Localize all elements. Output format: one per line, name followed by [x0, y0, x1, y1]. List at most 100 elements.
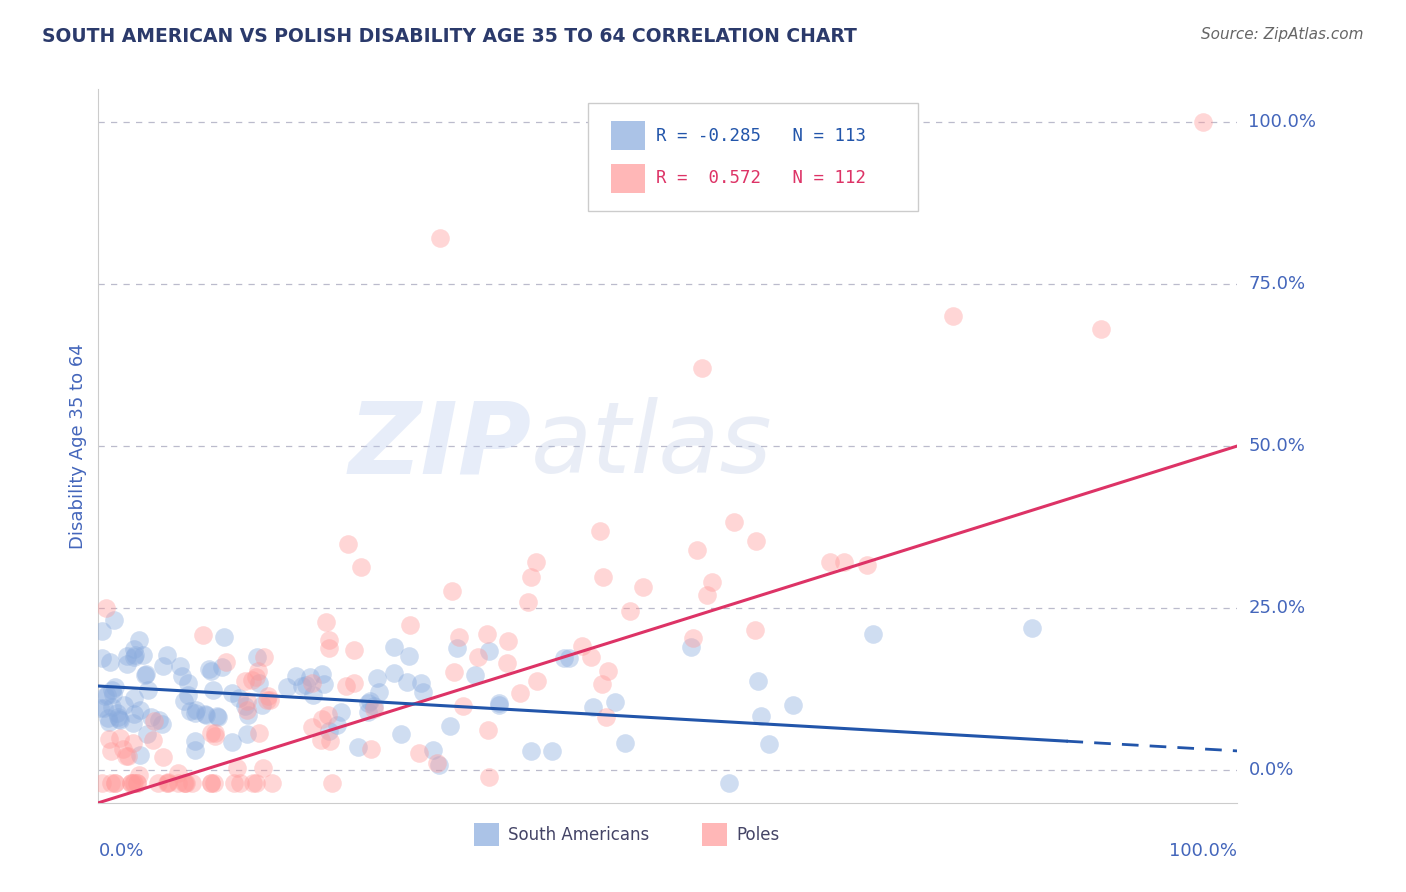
Point	[181, 776, 204, 790]
Point	[451, 698, 474, 713]
Point	[285, 669, 308, 683]
Point	[253, 649, 276, 664]
Point	[477, 723, 499, 737]
Point	[357, 697, 380, 711]
FancyBboxPatch shape	[588, 103, 918, 211]
Point	[128, 633, 150, 648]
Point	[176, 776, 198, 790]
Text: SOUTH AMERICAN VS POLISH DISABILITY AGE 35 TO 64 CORRELATION CHART: SOUTH AMERICAN VS POLISH DISABILITY AGE …	[42, 27, 858, 45]
Point	[122, 776, 145, 790]
Point	[91, 624, 114, 639]
Point	[200, 665, 222, 679]
Point	[117, 749, 139, 764]
Point	[212, 630, 235, 644]
Point	[631, 580, 654, 594]
Point	[591, 677, 613, 691]
Point	[104, 776, 127, 790]
Point	[520, 569, 543, 583]
Point	[142, 733, 165, 747]
Point	[107, 710, 129, 724]
Point	[335, 679, 357, 693]
Point	[205, 709, 228, 723]
Point	[100, 776, 122, 790]
FancyBboxPatch shape	[612, 164, 645, 193]
Point	[747, 674, 769, 689]
Point	[226, 761, 249, 775]
Point	[236, 727, 259, 741]
Point	[553, 651, 575, 665]
Point	[301, 675, 323, 690]
Point	[318, 724, 340, 739]
Point	[247, 726, 270, 740]
Point	[198, 662, 221, 676]
Point	[202, 682, 225, 697]
Point	[157, 775, 180, 789]
Point	[115, 657, 138, 672]
Point	[321, 776, 343, 790]
Point	[856, 558, 879, 572]
Point	[588, 524, 610, 538]
Point	[166, 776, 188, 790]
Point	[127, 776, 149, 790]
Point	[443, 665, 465, 679]
Point	[318, 633, 340, 648]
Point	[441, 584, 464, 599]
Point	[172, 669, 194, 683]
Point	[467, 650, 489, 665]
Point	[582, 700, 605, 714]
Point	[496, 656, 519, 670]
Point	[302, 688, 325, 702]
Text: 25.0%: 25.0%	[1249, 599, 1306, 617]
Point	[690, 361, 713, 376]
Point	[314, 677, 336, 691]
Point	[311, 713, 333, 727]
Point	[174, 776, 197, 790]
Point	[200, 725, 222, 739]
Point	[412, 685, 434, 699]
Point	[596, 664, 619, 678]
Point	[200, 776, 222, 790]
Point	[488, 698, 510, 712]
Point	[101, 700, 124, 714]
Point	[363, 701, 385, 715]
Point	[122, 736, 145, 750]
Point	[299, 670, 322, 684]
Point	[464, 667, 486, 681]
Point	[136, 727, 159, 741]
Point	[194, 707, 217, 722]
Point	[942, 310, 965, 324]
Point	[336, 537, 359, 551]
Point	[399, 617, 422, 632]
Point	[214, 655, 236, 669]
Point	[122, 642, 145, 657]
Point	[176, 688, 198, 702]
Point	[592, 569, 614, 583]
Point	[204, 729, 226, 743]
Point	[204, 726, 226, 740]
Point	[758, 737, 780, 751]
Text: Poles: Poles	[737, 826, 779, 844]
Point	[488, 696, 510, 710]
Point	[360, 741, 382, 756]
Text: R = -0.285   N = 113: R = -0.285 N = 113	[657, 127, 866, 145]
Text: ZIP: ZIP	[349, 398, 531, 494]
Point	[832, 555, 855, 569]
Point	[526, 674, 548, 689]
Point	[108, 712, 131, 726]
Point	[366, 671, 388, 685]
Point	[682, 631, 704, 645]
Point	[595, 710, 617, 724]
Point	[382, 640, 405, 654]
Point	[367, 685, 389, 699]
Point	[103, 687, 125, 701]
Point	[427, 757, 450, 772]
Point	[91, 651, 114, 665]
Point	[96, 688, 118, 702]
Point	[177, 676, 200, 690]
Point	[478, 644, 501, 658]
Point	[426, 756, 449, 770]
Point	[818, 555, 841, 569]
Point	[579, 649, 602, 664]
Point	[744, 623, 766, 637]
Point	[146, 776, 169, 790]
